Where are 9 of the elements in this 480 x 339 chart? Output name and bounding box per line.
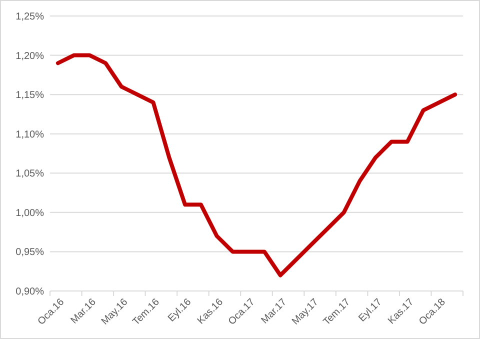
y-tick-label: 1,25% [16,12,44,22]
y-tick-label: 1,10% [16,129,44,140]
y-tick-label: 1,05% [16,168,44,180]
y-tick-label: 1,20% [16,50,44,62]
y-tick-label: 0,90% [16,286,44,298]
y-tick-label: 1,15% [16,90,44,102]
y-tick-label: 0,95% [16,247,44,258]
line-series [56,53,458,278]
y-tick-label: 1,00% [16,208,44,219]
